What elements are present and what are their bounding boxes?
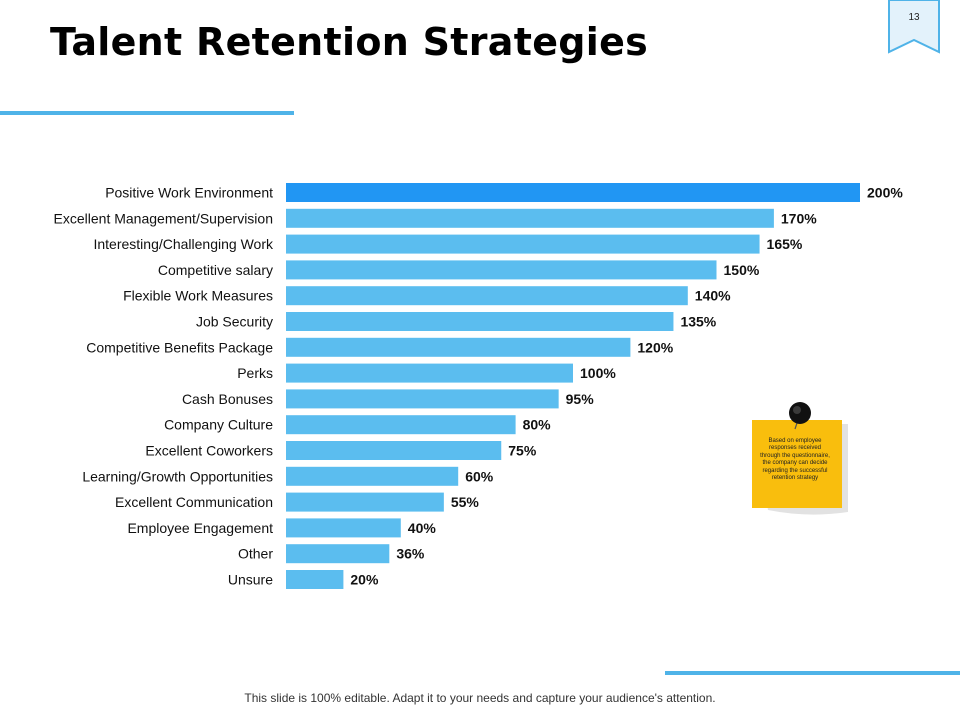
sticky-note-text: Based on employee responses received thr…	[760, 438, 830, 482]
title-underline	[0, 111, 294, 115]
category-label: Job Security	[196, 314, 273, 330]
footer-text: This slide is 100% editable. Adapt it to…	[244, 691, 716, 705]
bar	[286, 208, 774, 228]
slide-title: Talent Retention Strategies	[50, 20, 649, 64]
value-label: 165%	[767, 236, 803, 252]
bar	[286, 544, 390, 564]
value-label: 20%	[350, 572, 379, 588]
category-label: Employee Engagement	[127, 520, 273, 536]
value-label: 135%	[680, 314, 716, 330]
page-number: 13	[908, 12, 920, 23]
bar	[286, 441, 502, 460]
value-label: 100%	[580, 365, 616, 381]
bar	[286, 570, 344, 589]
category-label: Excellent Management/Supervision	[54, 210, 273, 226]
value-label: 200%	[867, 185, 903, 201]
value-label: 40%	[408, 520, 437, 536]
category-label: Unsure	[228, 572, 273, 588]
value-label: 120%	[637, 339, 673, 355]
bar	[286, 492, 444, 512]
note-paper	[752, 420, 842, 508]
value-label: 140%	[695, 288, 731, 304]
category-label: Positive Work Environment	[105, 185, 273, 201]
value-label: 36%	[396, 546, 425, 562]
bar	[286, 337, 631, 357]
category-label: Other	[238, 546, 273, 562]
category-label: Excellent Coworkers	[145, 443, 273, 459]
bar	[286, 286, 688, 306]
value-label: 75%	[508, 443, 537, 459]
category-label: Company Culture	[164, 417, 273, 433]
sticky-note	[748, 400, 852, 518]
category-label: Cash Bonuses	[182, 391, 273, 407]
value-label: 150%	[724, 262, 760, 278]
category-label: Flexible Work Measures	[123, 288, 273, 304]
category-label: Perks	[237, 365, 273, 381]
bottom-accent-line	[665, 671, 960, 675]
bar	[286, 234, 760, 254]
bar	[286, 363, 573, 383]
bar	[286, 260, 717, 280]
bar	[286, 183, 860, 202]
value-label: 170%	[781, 210, 817, 226]
pushpin-icon	[789, 402, 811, 424]
page-bookmark-icon	[888, 0, 940, 54]
bar	[286, 389, 559, 409]
value-label: 80%	[523, 417, 552, 433]
bar	[286, 466, 459, 486]
category-label: Interesting/Challenging Work	[93, 236, 274, 252]
bar	[286, 312, 674, 331]
category-label: Excellent Communication	[115, 494, 273, 510]
bar	[286, 518, 401, 538]
value-label: 55%	[451, 494, 480, 510]
category-label: Competitive Benefits Package	[86, 339, 273, 355]
category-label: Competitive salary	[158, 262, 273, 278]
value-label: 60%	[465, 468, 494, 484]
bar	[286, 415, 516, 435]
category-label: Learning/Growth Opportunities	[82, 468, 273, 484]
value-label: 95%	[566, 391, 595, 407]
